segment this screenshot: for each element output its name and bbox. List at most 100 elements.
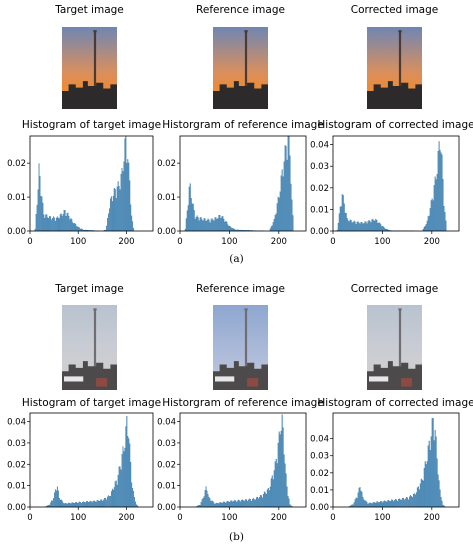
histogram-bar — [284, 463, 286, 508]
histogram-bar — [72, 222, 74, 232]
histogram-bar — [120, 173, 122, 232]
histogram-bar — [67, 212, 69, 232]
histogram-bar — [282, 427, 284, 508]
histogram-bar — [128, 162, 130, 232]
histogram-bar — [436, 458, 438, 508]
histogram-bar — [278, 197, 280, 232]
histogram-bar — [127, 436, 129, 508]
y-tick-label: 0.00 — [157, 503, 176, 513]
histogram-bar — [58, 498, 60, 508]
histogram-bar — [263, 491, 265, 508]
y-tick-label: 0.00 — [7, 503, 26, 513]
x-tick-label: 200 — [424, 513, 440, 523]
histogram-bar — [116, 186, 118, 232]
plot-frame — [29, 412, 154, 508]
histogram-bar — [435, 179, 437, 232]
histogram-bar — [272, 222, 274, 232]
histogram-bar — [400, 499, 402, 508]
histogram-bar — [79, 227, 81, 232]
plot-frame — [29, 135, 154, 232]
histogram-bar — [392, 499, 394, 508]
histogram-bar — [278, 431, 280, 508]
histogram-bar — [279, 191, 281, 232]
x-tick-label: 0 — [177, 513, 182, 523]
histogram-bar — [353, 502, 355, 508]
histogram-bar — [381, 226, 383, 232]
y-tick-label: 0.03 — [310, 162, 329, 172]
histogram-bar — [388, 500, 390, 508]
histogram-bar — [79, 501, 81, 508]
histogram-bar — [88, 501, 90, 508]
histogram-bar — [357, 221, 359, 232]
histogram-bar — [110, 491, 112, 508]
histogram-bar — [68, 502, 70, 508]
histogram-bar — [132, 488, 134, 508]
histogram-bar — [59, 500, 61, 508]
histogram-bar — [123, 451, 125, 508]
histogram-bar — [60, 213, 62, 232]
histogram-bar — [57, 490, 59, 508]
histogram-bar — [207, 494, 209, 508]
histogram-bar — [374, 502, 376, 508]
x-tick-label: 0 — [27, 513, 32, 523]
histogram-bar — [404, 499, 405, 508]
histogram-bar — [273, 470, 275, 508]
histogram-bar — [375, 502, 377, 508]
histogram-bar — [257, 498, 259, 508]
histogram-bar — [362, 496, 364, 508]
city-skyline — [62, 81, 117, 109]
histogram-bar — [208, 496, 210, 508]
histogram-bar — [236, 501, 238, 508]
photo-title: Corrected image — [351, 283, 439, 295]
y-tick-label: 0.00 — [157, 227, 176, 237]
histogram-bar — [386, 501, 388, 508]
histogram-bar — [224, 222, 226, 232]
histogram-bar — [341, 194, 343, 232]
y-tick-label: 0.02 — [310, 184, 329, 194]
histogram-bar — [127, 159, 129, 232]
histogram-bar — [280, 175, 282, 232]
histogram-bar — [377, 501, 379, 508]
histogram-bar — [363, 499, 365, 508]
histogram-bar — [193, 210, 195, 232]
histogram-bar — [48, 218, 50, 232]
histogram-bar — [45, 214, 47, 232]
histogram-bar — [37, 189, 39, 232]
histogram-bar — [198, 220, 200, 232]
histogram-bar — [285, 146, 287, 232]
histogram-bar — [262, 494, 264, 508]
histogram-bar — [223, 218, 225, 232]
histogram-bar — [288, 135, 290, 232]
x-tick-label: 0 — [330, 513, 335, 523]
histogram-bar — [408, 496, 410, 508]
red-building — [96, 378, 108, 387]
histogram-bar — [120, 469, 122, 508]
histogram-bar — [382, 502, 384, 508]
histogram-bar — [437, 151, 439, 232]
histogram-bar — [86, 501, 88, 508]
histogram-bar — [277, 196, 279, 232]
histogram-bar — [281, 169, 283, 232]
histogram-bar — [206, 490, 208, 508]
histogram-bar — [250, 499, 252, 508]
histogram-bar — [211, 500, 213, 508]
histogram-bar — [75, 502, 77, 508]
histogram-bar — [368, 503, 370, 508]
histogram-bar — [352, 222, 354, 232]
histogram-bar — [412, 494, 414, 508]
histogram-bar — [266, 489, 268, 508]
plot-frame — [179, 135, 307, 232]
histogram-bar — [85, 501, 87, 508]
y-tick-label: 0.00 — [310, 503, 329, 513]
histogram-bar — [203, 496, 205, 508]
histogram-bar — [103, 499, 105, 508]
histogram-bar — [222, 216, 224, 232]
histogram-bar — [427, 216, 429, 232]
histogram-bar — [429, 208, 431, 232]
histogram-bar — [222, 502, 224, 508]
histogram-bar — [254, 499, 255, 508]
histogram-bar — [427, 445, 429, 508]
histogram-bar — [99, 501, 101, 508]
histogram-bar — [289, 155, 291, 232]
y-tick-label: 0.02 — [7, 159, 26, 169]
